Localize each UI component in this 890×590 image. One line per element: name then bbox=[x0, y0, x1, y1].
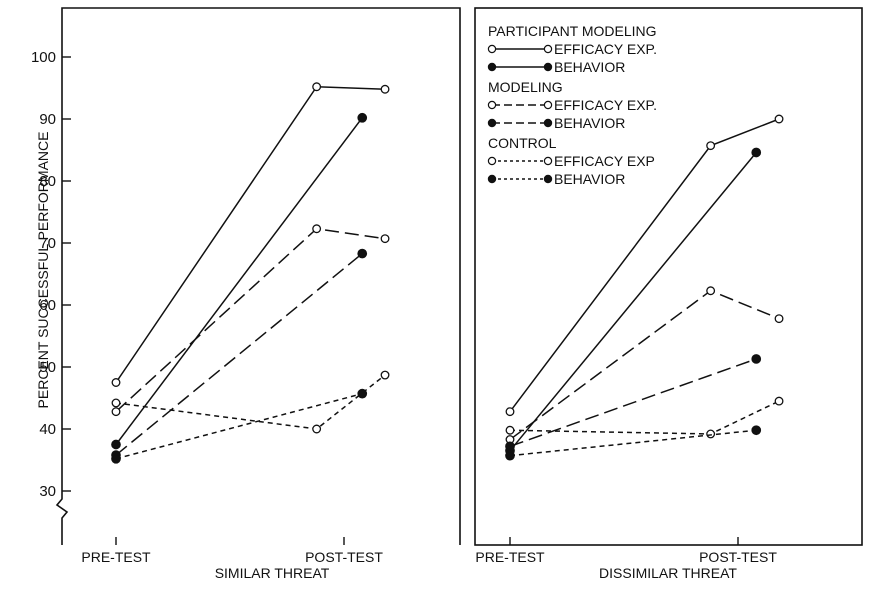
left-series-line bbox=[115, 374, 386, 430]
right-series-line bbox=[509, 429, 757, 457]
right-data-point-open bbox=[774, 314, 784, 324]
right-data-point-open bbox=[505, 425, 515, 435]
legend-marker-open bbox=[543, 156, 553, 166]
left-data-point-open bbox=[312, 224, 322, 234]
left-data-point-open bbox=[111, 407, 121, 417]
left-panel-border bbox=[55, 7, 461, 545]
left-series-dotted-filled bbox=[111, 388, 368, 464]
right-data-point-open bbox=[505, 407, 515, 417]
y-tick-label: 90 bbox=[39, 111, 56, 128]
right-data-point-open bbox=[774, 396, 784, 406]
legend-marker-filled bbox=[543, 174, 553, 184]
left-x-tick-label: PRE-TEST bbox=[81, 549, 151, 565]
left-x-tick-label: POST-TEST bbox=[305, 549, 383, 565]
legend-entry-label: BEHAVIOR bbox=[554, 115, 625, 131]
legend-entry-label: EFFICACY EXP. bbox=[554, 41, 657, 57]
right-series-line bbox=[509, 152, 757, 452]
y-tick-label: 60 bbox=[39, 297, 56, 314]
legend-marker-filled bbox=[487, 118, 497, 128]
legend-marker-filled bbox=[543, 118, 553, 128]
legend-marker-open bbox=[543, 100, 553, 110]
left-series-line bbox=[115, 227, 386, 413]
left-series-dashed-open bbox=[111, 224, 390, 417]
right-series-line bbox=[509, 400, 780, 435]
legend-entry-label: EFFICACY EXP bbox=[554, 153, 655, 169]
right-x-tick-label: POST-TEST bbox=[699, 549, 777, 565]
left-series-line bbox=[115, 252, 363, 456]
legend-entry-label: BEHAVIOR bbox=[554, 171, 625, 187]
left-series-solid-open bbox=[111, 82, 390, 387]
right-series-solid-filled bbox=[505, 147, 762, 456]
left-data-point-open bbox=[380, 234, 390, 244]
right-panel-border bbox=[474, 7, 863, 546]
left-series-line bbox=[115, 117, 363, 445]
left-data-point-filled bbox=[111, 439, 121, 450]
legend-marker-open bbox=[543, 44, 553, 54]
right-data-point-open bbox=[774, 114, 784, 124]
right-data-point-filled bbox=[751, 425, 762, 436]
right-series-dashed-filled bbox=[505, 354, 762, 452]
left-data-point-open bbox=[111, 398, 121, 408]
right-series-solid-open bbox=[505, 114, 784, 417]
left-series-solid-filled bbox=[111, 112, 368, 450]
right-data-point-filled bbox=[505, 450, 515, 461]
y-axis: 30 40 50 60 70 80 90 100 bbox=[31, 49, 71, 500]
legend-marker-filled bbox=[487, 174, 497, 184]
legend-marker-filled bbox=[543, 62, 553, 72]
legend-group-title: CONTROL bbox=[488, 135, 557, 151]
right-panel-frame: PRE-TEST POST-TEST bbox=[474, 7, 863, 565]
y-tick-label: 40 bbox=[39, 421, 56, 438]
series-layer bbox=[111, 82, 784, 464]
left-series-line bbox=[115, 85, 386, 383]
left-data-point-filled bbox=[357, 248, 368, 259]
legend-marker-open bbox=[487, 156, 497, 166]
y-tick-label: 80 bbox=[39, 173, 56, 190]
right-data-point-open bbox=[706, 286, 716, 296]
left-data-point-filled bbox=[111, 453, 121, 464]
y-tick-label: 100 bbox=[31, 49, 56, 66]
right-data-point-open bbox=[706, 141, 716, 151]
right-data-point-filled bbox=[751, 354, 762, 364]
left-data-point-open bbox=[312, 424, 322, 434]
left-series-dotted-open bbox=[111, 370, 390, 434]
right-series-dotted-filled bbox=[505, 425, 762, 461]
right-series-dashed-open bbox=[505, 286, 784, 444]
y-axis-title: PERCENT SUCCESSFUL PERFORMANCE bbox=[35, 132, 51, 409]
legend-group-title: PARTICIPANT MODELING bbox=[488, 23, 657, 39]
left-panel-frame: PRE-TEST POST-TEST bbox=[55, 7, 461, 565]
y-tick-label: 70 bbox=[39, 235, 56, 252]
left-data-point-open bbox=[380, 84, 390, 94]
legend-group-title: MODELING bbox=[488, 79, 563, 95]
y-tick-label: 50 bbox=[39, 359, 56, 376]
right-x-tick-label: PRE-TEST bbox=[475, 549, 545, 565]
left-data-point-filled bbox=[357, 388, 368, 399]
legend-marker-open bbox=[487, 44, 497, 54]
legend-entry-label: BEHAVIOR bbox=[554, 59, 625, 75]
right-data-point-filled bbox=[751, 147, 762, 158]
legend-entry-label: EFFICACY EXP. bbox=[554, 97, 657, 113]
left-data-point-filled bbox=[357, 112, 368, 123]
left-series-line bbox=[115, 392, 363, 460]
right-series-dotted-open bbox=[505, 396, 784, 439]
legend-marker-filled bbox=[487, 62, 497, 72]
right-data-point-filled bbox=[505, 441, 515, 452]
left-data-point-open bbox=[312, 82, 322, 92]
right-data-point-open bbox=[706, 429, 716, 439]
legend-marker-open bbox=[487, 100, 497, 110]
left-data-point-open bbox=[111, 378, 121, 387]
legend: PARTICIPANT MODELING EFFICACY EXP. BEHAVIO… bbox=[487, 23, 657, 187]
right-series-line bbox=[509, 358, 757, 448]
right-panel-x-axis-title: DISSIMILAR THREAT bbox=[599, 565, 737, 581]
left-panel-x-axis-title: SIMILAR THREAT bbox=[215, 565, 330, 581]
y-tick-label: 30 bbox=[39, 483, 56, 500]
left-data-point-open bbox=[380, 370, 390, 380]
